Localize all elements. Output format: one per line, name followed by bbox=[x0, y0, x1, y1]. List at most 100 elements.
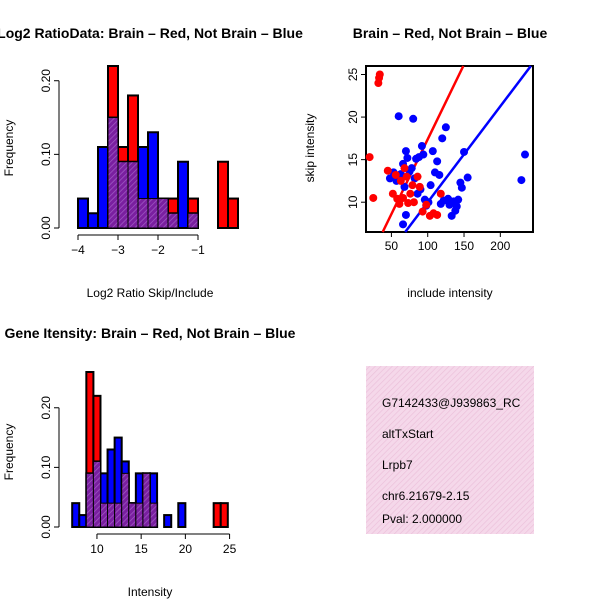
y-axis-label: skip intensity bbox=[303, 114, 317, 183]
x-tick-label: 20 bbox=[179, 542, 193, 556]
point-not-brain bbox=[517, 176, 526, 185]
plot-frame bbox=[365, 65, 534, 233]
point-brain bbox=[396, 176, 405, 185]
bar-overlap bbox=[107, 117, 119, 229]
y-tick-label: 0.20 bbox=[39, 69, 53, 93]
bar-overlap bbox=[127, 161, 139, 229]
point-brain bbox=[409, 198, 418, 207]
bar-brain bbox=[219, 502, 229, 528]
point-brain bbox=[400, 164, 409, 173]
bar-overlap bbox=[107, 502, 116, 528]
point-not-brain bbox=[417, 142, 426, 151]
point-brain bbox=[433, 210, 442, 219]
point-brain bbox=[436, 189, 445, 198]
chart-title: Gene Itensity: Brain – Red, Not Brain – … bbox=[5, 325, 296, 341]
point-not-brain bbox=[426, 181, 435, 190]
info-panel-background bbox=[366, 366, 534, 534]
x-tick-label: 200 bbox=[490, 239, 510, 253]
point-brain bbox=[402, 172, 411, 181]
x-tick-label: 100 bbox=[418, 239, 438, 253]
point-not-brain bbox=[399, 220, 408, 229]
bar-not-brain bbox=[163, 514, 173, 528]
point-not-brain bbox=[394, 112, 403, 121]
point-not-brain bbox=[385, 174, 394, 183]
bar-overlap bbox=[142, 472, 151, 528]
y-tick-label: 0.00 bbox=[39, 515, 53, 539]
point-not-brain bbox=[428, 147, 437, 156]
bar-overlap bbox=[121, 472, 130, 528]
y-tick-label: 0.20 bbox=[39, 396, 53, 420]
point-not-brain bbox=[438, 134, 447, 143]
bar-overlap bbox=[85, 472, 94, 528]
point-brain bbox=[408, 181, 417, 190]
bar-overlap bbox=[149, 502, 158, 528]
x-tick-label: 25 bbox=[223, 542, 237, 556]
point-not-brain bbox=[521, 150, 530, 159]
bar-overlap bbox=[128, 502, 137, 528]
gene-intensity-histogram: Gene Itensity: Brain – Red, Not Brain – … bbox=[2, 325, 296, 599]
x-axis-label: Intensity bbox=[128, 585, 173, 599]
bar-not-brain bbox=[97, 146, 109, 229]
intensity-scatter-plot: Brain – Red, Not Brain – Blue 50 100 150 20… bbox=[303, 25, 547, 300]
point-brain bbox=[375, 70, 384, 79]
bar-overlap bbox=[99, 502, 109, 528]
point-not-brain bbox=[433, 157, 442, 166]
event-id: G7142433@J939863_RC bbox=[382, 396, 521, 410]
y-axis-label: Frequency bbox=[2, 424, 16, 481]
point-brain bbox=[395, 199, 404, 208]
bar-brain bbox=[217, 160, 229, 230]
bar-brain bbox=[227, 197, 239, 230]
point-not-brain bbox=[454, 195, 463, 204]
bar-not-brain bbox=[78, 514, 88, 528]
point-brain bbox=[369, 193, 378, 202]
info-panel: G7142433@J939863_RC altTxStart Lrpb7 chr… bbox=[366, 366, 534, 534]
x-tick-label: −1 bbox=[191, 243, 205, 257]
genomic-location: chr6.21679-2.15 bbox=[382, 489, 470, 503]
bar-overlap bbox=[137, 198, 149, 229]
x-tick-label: 150 bbox=[454, 239, 474, 253]
bar-not-brain bbox=[177, 502, 187, 528]
bars bbox=[71, 371, 229, 529]
y-axis: 0.00 0.10 0.20 bbox=[39, 396, 60, 539]
bar-overlap bbox=[135, 502, 144, 528]
x-tick-label: 15 bbox=[134, 542, 148, 556]
point-not-brain bbox=[400, 182, 409, 191]
bar-overlap bbox=[114, 502, 123, 528]
chart-title: Log2 RatioData: Brain – Red, Not Brain –… bbox=[0, 25, 303, 41]
point-not-brain bbox=[435, 170, 444, 179]
event-type: altTxStart bbox=[382, 427, 434, 441]
x-tick-label: −4 bbox=[71, 243, 85, 257]
y-tick-label: 25 bbox=[346, 68, 360, 82]
x-axis-label: Log2 Ratio Skip/Include bbox=[87, 286, 214, 300]
point-not-brain bbox=[460, 147, 469, 156]
point-brain bbox=[391, 170, 400, 179]
point-brain bbox=[413, 172, 422, 181]
bar-not-brain bbox=[87, 212, 99, 229]
point-brain bbox=[415, 182, 424, 191]
point-not-brain bbox=[409, 114, 418, 123]
y-axis-label: Frequency bbox=[2, 120, 16, 177]
bars bbox=[77, 65, 239, 230]
point-not-brain bbox=[407, 164, 416, 173]
point-not-brain bbox=[401, 147, 410, 156]
point-not-brain bbox=[403, 153, 412, 162]
x-tick-label: −2 bbox=[151, 243, 165, 257]
bar-overlap bbox=[147, 198, 159, 229]
point-brain bbox=[365, 153, 374, 162]
y-axis: 10 15 20 25 bbox=[346, 68, 366, 209]
y-tick-label: 10 bbox=[346, 195, 360, 209]
point-not-brain bbox=[457, 183, 466, 192]
x-tick-label: 10 bbox=[90, 542, 104, 556]
point-not-brain bbox=[419, 150, 428, 159]
chart-title: Brain – Red, Not Brain – Blue bbox=[353, 25, 548, 41]
bar-brain bbox=[212, 502, 222, 528]
bar-overlap bbox=[117, 161, 129, 229]
gene-name: Lrpb7 bbox=[382, 458, 413, 472]
y-tick-label: 15 bbox=[346, 153, 360, 167]
bar-overlap bbox=[157, 198, 169, 229]
log2-ratio-histogram: Log2 RatioData: Brain – Red, Not Brain –… bbox=[0, 25, 303, 300]
point-not-brain bbox=[441, 123, 450, 132]
x-axis: 10 15 20 25 bbox=[90, 533, 237, 556]
point-brain bbox=[418, 207, 427, 216]
bar-overlap bbox=[167, 212, 179, 229]
